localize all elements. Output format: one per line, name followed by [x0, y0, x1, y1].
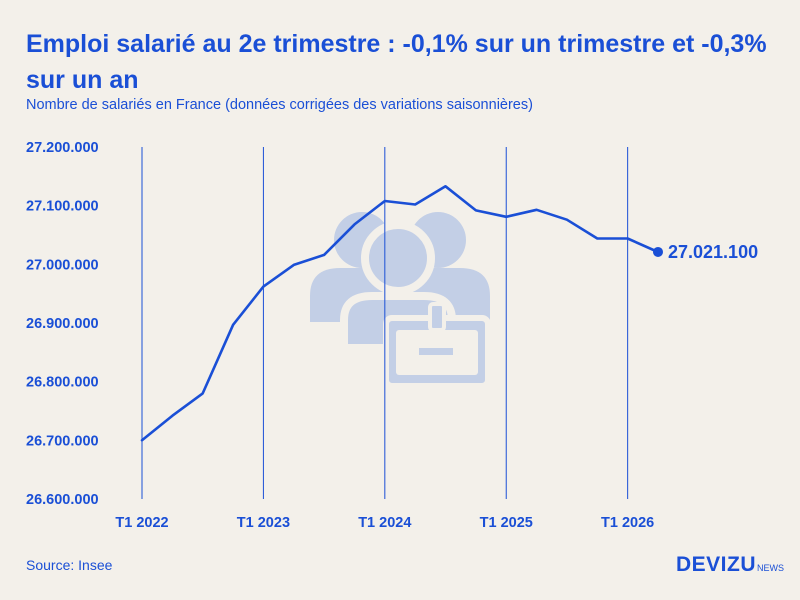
x-tick-label: T1 2026	[601, 515, 654, 531]
x-tick-label: T1 2022	[115, 515, 168, 531]
y-tick-label: 27.000.000	[26, 257, 99, 273]
y-tick-label: 26.800.000	[26, 375, 99, 391]
series-line	[140, 185, 660, 442]
y-tick-label: 26.900.000	[26, 316, 99, 332]
x-tick-label: T1 2025	[480, 515, 533, 531]
y-tick-label: 27.200.000	[26, 140, 99, 156]
source-note: Source: Insee	[26, 557, 113, 573]
y-tick-label: 27.100.000	[26, 199, 99, 215]
x-tick-label: T1 2024	[358, 515, 411, 531]
chart-title: Emploi salarié au 2e trimestre : -0,1% s…	[26, 30, 767, 94]
y-tick-label: 26.700.000	[26, 433, 99, 449]
brand-logo: DEVIZUNEWS	[675, 553, 784, 576]
y-tick-label: 26.600.000	[26, 492, 99, 508]
chart-subtitle: Nombre de salariés en France (données co…	[26, 97, 533, 113]
x-tick-label: T1 2023	[237, 515, 290, 531]
last-point-marker	[653, 246, 663, 257]
employees-badge-icon	[310, 212, 491, 389]
last-value-label: 27.021.100	[668, 242, 758, 262]
